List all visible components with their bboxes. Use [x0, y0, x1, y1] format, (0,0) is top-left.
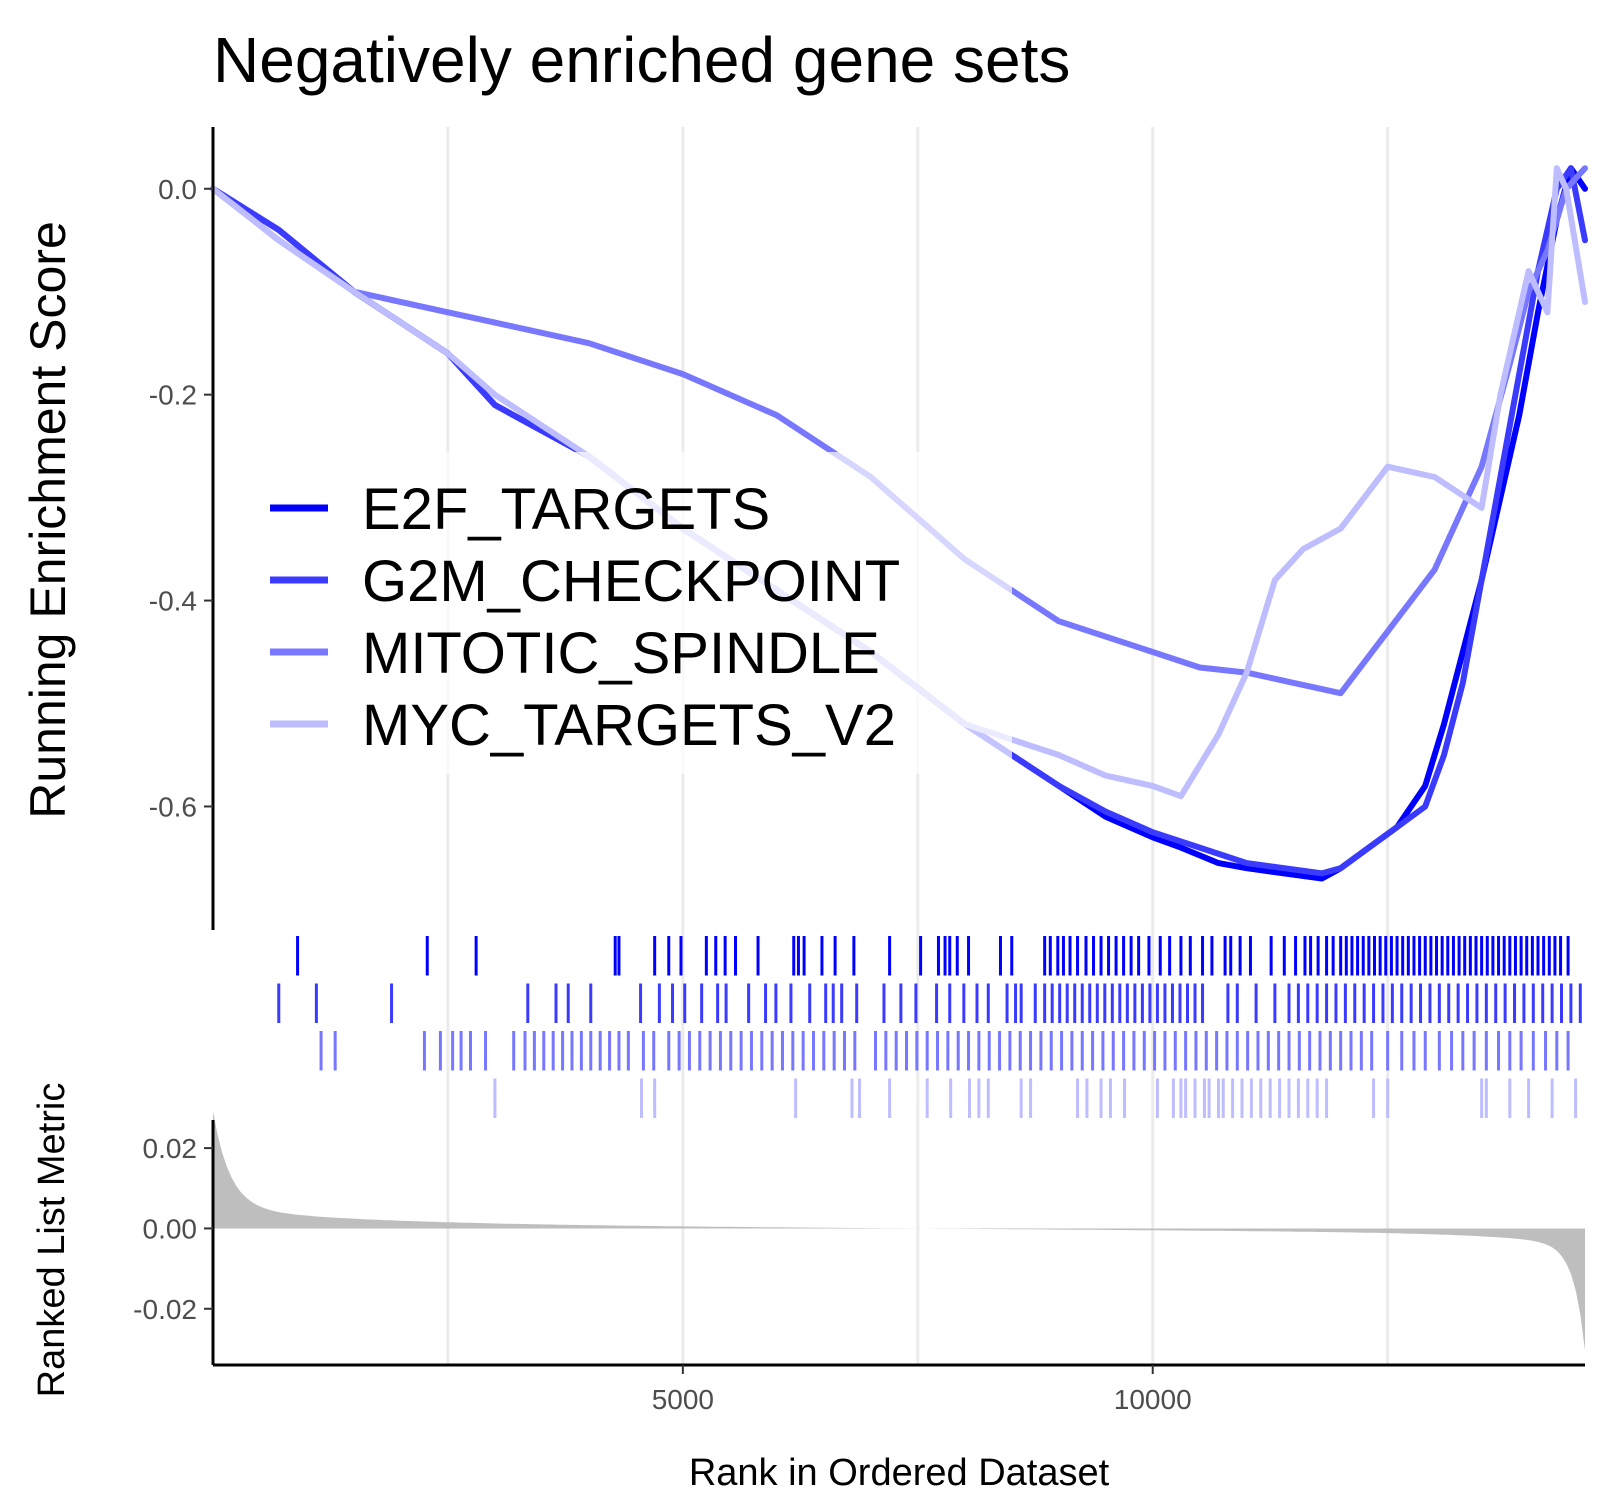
y-tick-label: -0.2 — [149, 380, 197, 411]
legend-background — [252, 452, 1012, 774]
y-axis-label: Running Enrichment Score — [20, 221, 76, 819]
x-tick-label: 10000 — [1114, 1384, 1192, 1415]
legend: E2F_TARGETS G2M_CHECKPOINT MITOTIC_SPINDLE… — [252, 452, 1012, 774]
x-axis-label: Rank in Ordered Dataset — [689, 1452, 1110, 1494]
axes: 0.0 -0.2 -0.4 -0.6 0.02 0.00 -0.02 5000 10000 — [133, 127, 1585, 1415]
hit-marks-panel — [277, 936, 1582, 1118]
chart-title: Negatively enriched gene sets — [213, 24, 1070, 96]
legend-label: E2F_TARGETS — [362, 477, 770, 542]
metric-tick-label: 0.00 — [143, 1213, 198, 1244]
y-tick-label: 0.0 — [158, 174, 197, 205]
ranked-metric-panel — [213, 1111, 1585, 1351]
metric-axis-label: Ranked List Metric — [31, 1083, 73, 1398]
x-tick-label: 5000 — [652, 1384, 714, 1415]
legend-label: G2M_CHECKPOINT — [362, 549, 900, 614]
y-tick-label: -0.6 — [149, 791, 197, 822]
series-line — [210, 165, 1588, 800]
legend-label: MYC_TARGETS_V2 — [362, 693, 896, 758]
ranked-metric-area — [213, 1111, 1585, 1351]
legend-label: MITOTIC_SPINDLE — [362, 621, 880, 686]
metric-tick-label: 0.02 — [143, 1133, 198, 1164]
metric-tick-label: -0.02 — [133, 1294, 197, 1325]
gridlines — [446, 127, 1390, 1365]
y-tick-label: -0.4 — [149, 586, 197, 617]
